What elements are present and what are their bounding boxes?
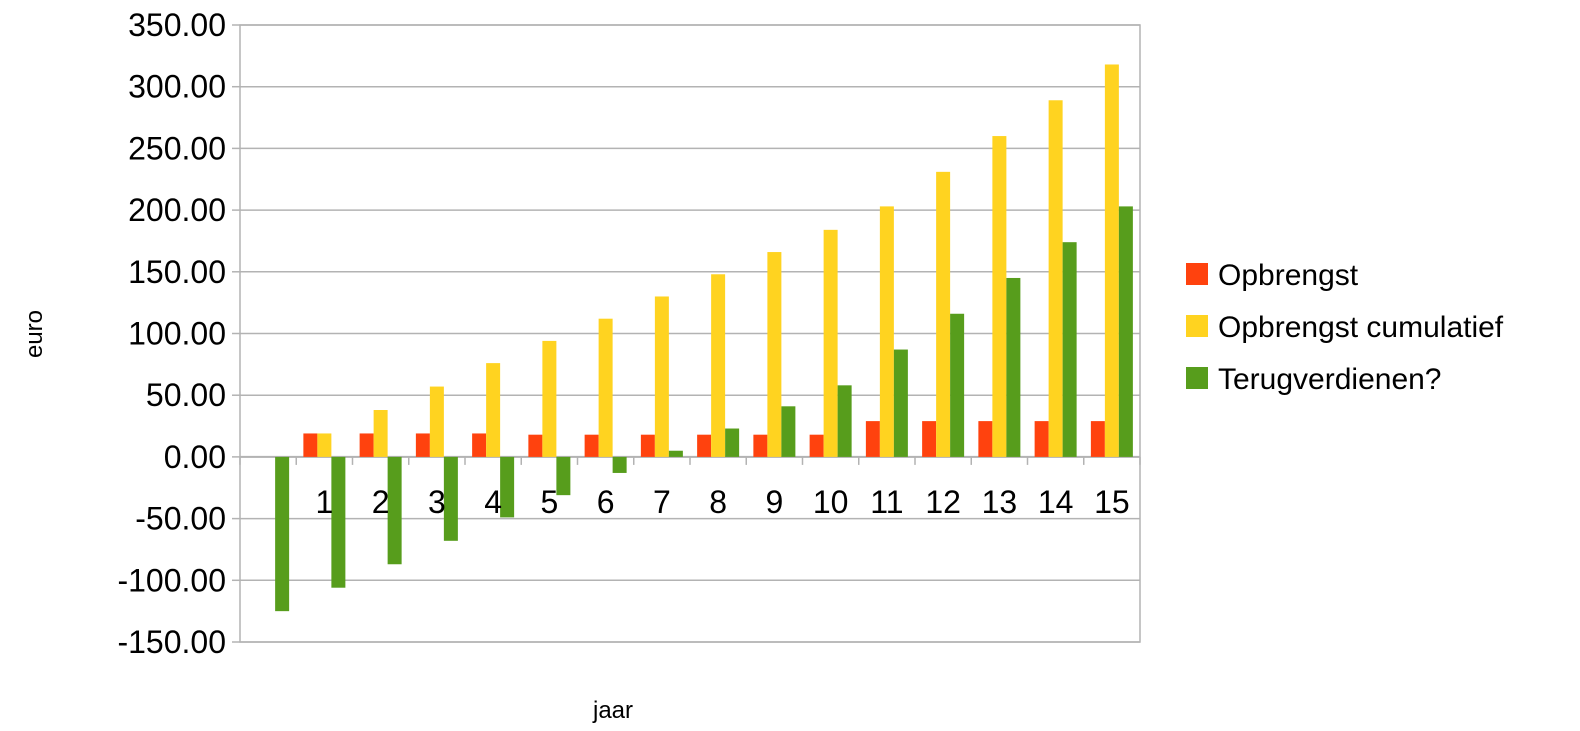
bar-opbrengst-8: [697, 434, 712, 457]
x-tick-label: 9: [765, 484, 783, 520]
x-tick-label: 1: [315, 484, 333, 520]
bar-opbrengst-cumulatief-10: [823, 229, 838, 457]
bar-opbrengst-cumulatief-8: [711, 274, 726, 457]
x-tick-label: 7: [653, 484, 671, 520]
bar-opbrengst-5: [528, 434, 543, 457]
x-tick-label: 13: [982, 484, 1018, 520]
y-tick-label: -100.00: [117, 562, 226, 598]
bar-terugverdienen-13: [1006, 277, 1021, 457]
x-tick-label: 12: [925, 484, 961, 520]
y-tick-label: 50.00: [146, 377, 226, 413]
x-axis-ticks: 1 2 3 4 5 6 7 8 9 10 11 12 13 14 15: [239, 456, 1141, 520]
bar-opbrengst-cumulatief-3: [429, 386, 444, 457]
bar-terugverdienen-9: [781, 406, 796, 457]
bar-terugverdienen-7: [668, 450, 683, 457]
bar-opbrengst-9: [753, 434, 768, 457]
x-tick-label: 2: [372, 484, 390, 520]
y-tick-label: 150.00: [128, 254, 226, 290]
bar-opbrengst-15: [1090, 421, 1105, 457]
bar-opbrengst-cumulatief-12: [936, 171, 951, 457]
bar-opbrengst-cumulatief-14: [1048, 100, 1063, 457]
x-tick-label: 4: [484, 484, 502, 520]
bar-opbrengst-cumulatief-6: [598, 318, 613, 457]
plot-frame: [239, 24, 1141, 643]
bar-opbrengst-cumulatief-7: [654, 296, 669, 457]
bar-opbrengst-12: [922, 421, 937, 457]
bar-opbrengst-3: [415, 433, 430, 457]
bar-opbrengst-1: [303, 433, 318, 457]
legend: Opbrengst Opbrengst cumulatief Terugverdie…: [1186, 259, 1504, 396]
bar-opbrengst-cumulatief-2: [373, 410, 388, 457]
bar-terugverdienen-14: [1062, 242, 1077, 457]
x-tick-label: 11: [870, 484, 903, 520]
bar-opbrengst-cumulatief-11: [879, 206, 894, 457]
legend-swatch: [1186, 367, 1208, 389]
y-tick-label: -50.00: [135, 501, 226, 537]
bar-terugverdienen-8: [725, 428, 740, 457]
bar-terugverdienen-6: [612, 456, 627, 473]
x-axis-title: jaar: [592, 697, 633, 724]
legend-swatch: [1186, 263, 1208, 285]
bar-opbrengst-cumulatief-13: [992, 136, 1007, 457]
bar-opbrengst-cumulatief-15: [1104, 64, 1119, 457]
x-tick-label: 10: [813, 484, 849, 520]
bar-terugverdienen-12: [950, 313, 965, 457]
bar-opbrengst-7: [640, 434, 655, 457]
bar-terugverdienen-4: [500, 456, 515, 518]
bar-opbrengst-cumulatief-4: [486, 363, 501, 457]
legend-swatch: [1186, 315, 1208, 337]
bar-terugverdienen-11: [893, 349, 908, 457]
x-tick-label: 15: [1094, 484, 1130, 520]
x-tick-label: 6: [597, 484, 615, 520]
bar-terugverdienen-2: [387, 456, 402, 565]
bar-terugverdienen-3: [443, 456, 458, 541]
x-tick-label: 14: [1038, 484, 1074, 520]
y-tick-label: -150.00: [117, 624, 226, 660]
legend-label: Opbrengst cumulatief: [1218, 311, 1504, 344]
y-tick-label: 200.00: [128, 192, 226, 228]
bar-opbrengst-6: [584, 434, 599, 457]
y-tick-label: 350.00: [128, 7, 226, 43]
bar-terugverdienen-10: [837, 385, 852, 457]
x-tick-label: 8: [709, 484, 727, 520]
legend-label: Terugverdienen?: [1218, 363, 1442, 396]
y-tick-label: 250.00: [128, 130, 226, 166]
bar-opbrengst-cumulatief-1: [317, 433, 332, 457]
bar-opbrengst-cumulatief-9: [767, 252, 782, 457]
bar-terugverdienen-5: [556, 456, 571, 496]
y-tick-label: 100.00: [128, 316, 226, 352]
y-tick-label: 0.00: [164, 439, 226, 475]
bar-terugverdienen-start: [275, 456, 290, 612]
x-tick-label: 3: [428, 484, 446, 520]
bar-terugverdienen-15: [1118, 206, 1133, 457]
y-axis-title: euro: [21, 310, 48, 358]
bar-opbrengst-cumulatief-5: [542, 340, 557, 457]
bar-opbrengst-14: [1034, 421, 1049, 457]
legend-label: Opbrengst: [1218, 259, 1359, 292]
bars: [275, 64, 1133, 612]
bar-opbrengst-2: [359, 433, 374, 457]
bar-opbrengst-4: [472, 433, 487, 457]
bar-opbrengst-13: [978, 421, 993, 457]
y-tick-label: 300.00: [128, 69, 226, 105]
bar-opbrengst-10: [809, 434, 824, 457]
bar-terugverdienen-1: [331, 456, 346, 588]
x-tick-label: 5: [540, 484, 558, 520]
y-axis-ticks: -150.00 -100.00 -50.00 0.00 50.00 100.00 150.0…: [117, 7, 226, 660]
bar-opbrengst-11: [865, 421, 880, 457]
